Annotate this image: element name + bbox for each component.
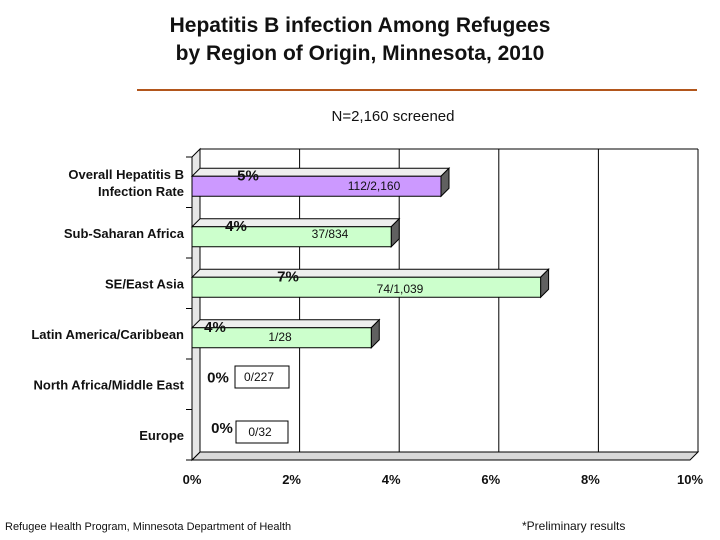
percent-label: 4%: [204, 319, 226, 336]
count-label: 1/28: [268, 330, 292, 344]
bar: [191, 226, 392, 248]
percent-label: 7%: [277, 268, 299, 285]
title-divider: [137, 89, 697, 91]
category-label: Infection Rate: [98, 184, 184, 199]
chart-title-line-2: by Region of Origin, Minnesota, 2010: [175, 42, 545, 65]
count-label: 0/32: [248, 425, 272, 439]
percent-label: 5%: [237, 167, 259, 184]
x-tick-label: 10%: [677, 472, 703, 487]
category-label: Europe: [139, 428, 184, 443]
bar: [191, 327, 372, 349]
chart-title: Hepatitis B infection Among Refugees by …: [0, 12, 720, 68]
bar-top-face: [190, 167, 451, 177]
category-label: North Africa/Middle East: [34, 377, 185, 392]
category-label: Latin America/Caribbean: [31, 327, 184, 342]
bar: [191, 276, 542, 298]
bar: [191, 175, 442, 197]
chart-subtitle: N=2,160 screened: [331, 108, 455, 125]
x-tick-label: 4%: [382, 472, 401, 487]
x-tick-label: 6%: [481, 472, 500, 487]
bar-top-face: [190, 218, 401, 228]
count-label: 0/227: [244, 370, 274, 384]
count-label: 74/1,039: [377, 282, 424, 296]
category-label: SE/East Asia: [105, 276, 185, 291]
count-label: 112/2,160: [348, 179, 401, 193]
source-note: Refugee Health Program, Minnesota Depart…: [5, 521, 292, 533]
percent-label: 0%: [207, 369, 229, 386]
chart-title-line-1: Hepatitis B infection Among Refugees: [169, 14, 551, 37]
category-label: Overall Hepatitis B: [68, 167, 184, 182]
bar-top-face: [190, 268, 550, 278]
count-label-box: [234, 365, 290, 389]
preliminary-note: *Preliminary results: [522, 519, 626, 533]
x-tick-label: 0%: [183, 472, 202, 487]
percent-label: 0%: [211, 420, 233, 437]
x-tick-label: 8%: [581, 472, 600, 487]
count-label-box: [235, 420, 289, 444]
count-label: 37/834: [312, 227, 349, 241]
category-label: Sub-Saharan Africa: [64, 226, 185, 241]
plot-floor: [190, 451, 700, 461]
percent-label: 4%: [225, 218, 247, 235]
x-tick-label: 2%: [282, 472, 301, 487]
